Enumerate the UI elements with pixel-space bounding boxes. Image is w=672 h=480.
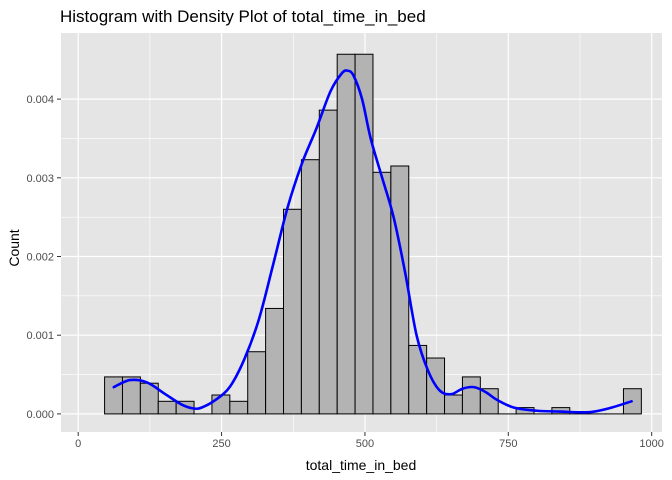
density-curve [112, 69, 633, 414]
y-axis-title: Count [6, 229, 22, 266]
y-tick-label: 0.001 [26, 330, 54, 342]
x-tick-label: 0 [75, 438, 81, 450]
histogram-bar [408, 344, 428, 415]
histogram-bar [283, 208, 302, 415]
histogram-bar [104, 376, 123, 415]
histogram-bar [336, 53, 356, 415]
histogram-bar [247, 351, 267, 415]
histogram-bar [211, 394, 231, 415]
x-axis: 0 250 500 750 1000 [75, 432, 664, 450]
y-tick-label: 0.000 [26, 409, 54, 421]
x-axis-title: total_time_in_bed [306, 457, 417, 473]
histogram-bar [318, 109, 338, 415]
y-tick-label: 0.002 [26, 252, 54, 264]
histogram-bar [444, 394, 463, 415]
histogram-bar [461, 376, 481, 415]
chart-title: Histogram with Density Plot of total_tim… [60, 7, 426, 26]
histogram-bar [479, 388, 499, 415]
histogram-bar [265, 307, 285, 415]
x-tick-label: 1000 [639, 438, 663, 450]
histogram-bar [229, 400, 249, 415]
x-tick-label: 250 [212, 438, 230, 450]
y-tick-label: 0.003 [26, 173, 54, 185]
histogram-bar [300, 159, 320, 415]
x-tick-label: 750 [499, 438, 517, 450]
y-axis: 0.000 0.001 0.002 0.003 0.004 [26, 94, 61, 421]
histogram-bar [372, 171, 392, 415]
histogram-bar [157, 400, 177, 415]
x-tick-label: 500 [356, 438, 374, 450]
y-tick-label: 0.004 [26, 94, 54, 106]
histogram-bar [390, 165, 410, 415]
